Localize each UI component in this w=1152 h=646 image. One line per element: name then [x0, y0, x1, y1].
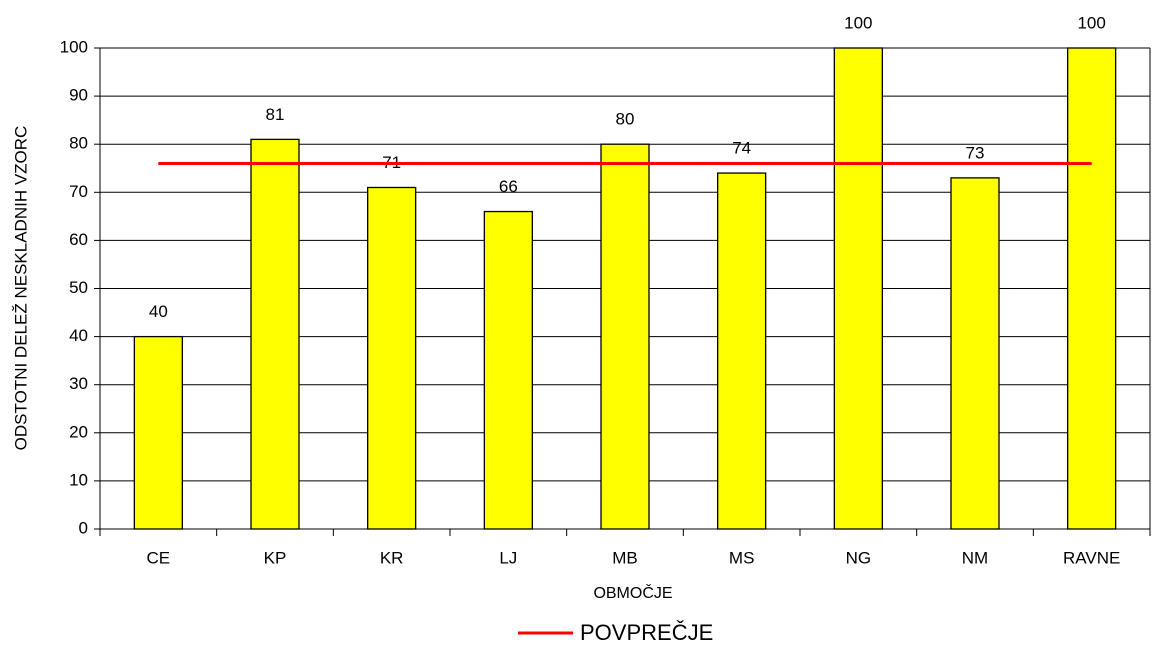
data-label: 100 [844, 13, 872, 32]
data-label: 40 [149, 302, 168, 321]
x-tick-label: NG [846, 548, 872, 567]
y-tick-label: 30 [69, 374, 88, 393]
x-tick-label: KP [264, 548, 287, 567]
bar [600, 143, 650, 530]
data-label: 73 [966, 143, 985, 162]
y-tick-label: 100 [60, 37, 88, 56]
x-tick-label: MS [729, 548, 755, 567]
y-tick-label: 40 [69, 326, 88, 345]
x-tick-label: KR [380, 548, 404, 567]
x-axis-label: OBMOČJE [593, 583, 672, 602]
bar [950, 177, 1000, 530]
x-tick-label: CE [147, 548, 171, 567]
y-tick-label: 0 [79, 518, 88, 537]
data-label: 81 [266, 105, 285, 124]
bar [833, 47, 883, 530]
y-tick-label: 80 [69, 134, 88, 153]
y-axis-label: ODSTOTNI DELEŽ NESKLADNIH VZORC [11, 126, 30, 451]
y-tick-label: 10 [69, 470, 88, 489]
x-tick-label: LJ [499, 548, 517, 567]
x-tick-label: MB [612, 548, 638, 567]
bar [1067, 47, 1117, 530]
x-tick-label: NM [962, 548, 988, 567]
bar [483, 210, 533, 530]
y-tick-label: 50 [69, 278, 88, 297]
bar [717, 172, 767, 530]
bar [367, 186, 417, 530]
bar [133, 335, 183, 530]
y-tick-label: 90 [69, 86, 88, 105]
y-tick-label: 20 [69, 422, 88, 441]
data-label: 80 [616, 110, 635, 129]
x-tick-label: RAVNE [1063, 548, 1120, 567]
bar [250, 138, 300, 530]
y-tick-label: 60 [69, 230, 88, 249]
y-tick-label: 70 [69, 182, 88, 201]
data-label: 66 [499, 177, 518, 196]
data-label: 100 [1077, 13, 1105, 32]
data-label: 74 [732, 139, 751, 158]
legend-label: POVPREČJE [580, 620, 713, 645]
